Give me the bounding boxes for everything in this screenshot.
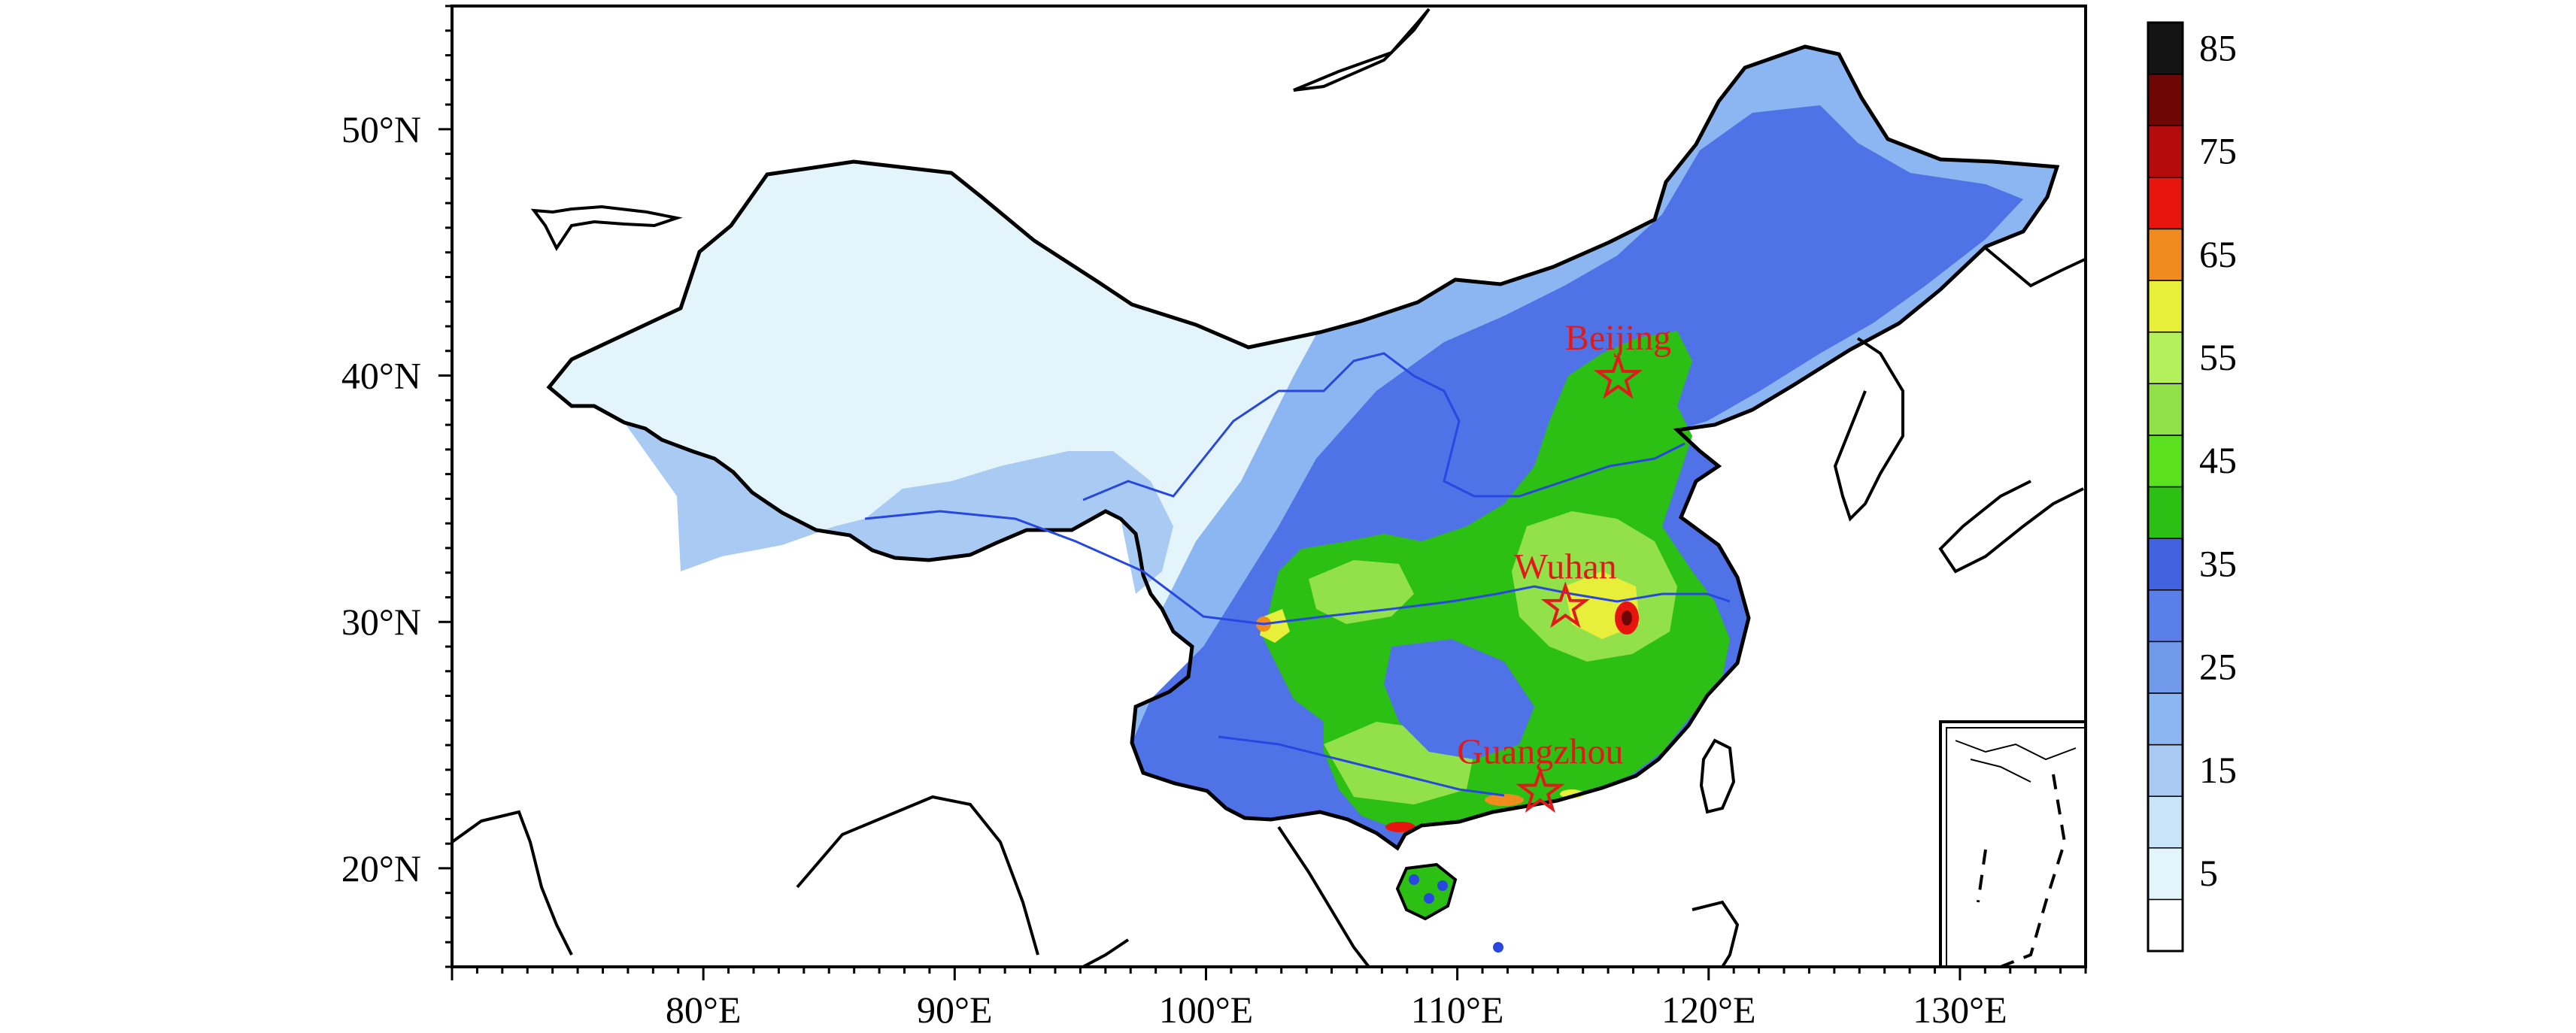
city-star-icon (1540, 581, 1590, 629)
station-dot (1409, 874, 1419, 885)
colorbar-bin (2147, 847, 2183, 901)
south-china-sea-inset (1939, 720, 2086, 967)
colorbar-label: 45 (2199, 439, 2237, 481)
colorbar-bin (2147, 228, 2183, 281)
sakhalin-coast (1293, 8, 1431, 92)
colorbar-bin (2147, 383, 2183, 436)
plot-frame (451, 5, 2087, 968)
colorbar-bin (2147, 280, 2183, 333)
longitude-axis: 80°E 90°E 100°E 110°E 120°E 130°E (451, 967, 2087, 1031)
colorbar-bin (2147, 125, 2183, 178)
field-band-blue-inner (1384, 639, 1534, 759)
pearl-river (1218, 735, 1505, 797)
lake-balkhash (530, 204, 683, 251)
lat-tick-label: 50°N (341, 108, 421, 150)
bay-of-bengal-coast (796, 795, 1039, 956)
colorbar-label: 65 (2199, 233, 2237, 275)
indochina-coast (1082, 825, 1370, 967)
field-band-green (1264, 331, 1730, 835)
colorbar-bin (2147, 486, 2183, 539)
colorbar-label: 85 (2199, 26, 2237, 68)
city-label: Beijing (1565, 318, 1671, 358)
hotspot-anhui-core (1622, 610, 1632, 626)
yellow-river (1082, 352, 1685, 501)
hotspot-guangdong-1 (1385, 822, 1415, 832)
lon-tick-label: 100°E (1159, 989, 1254, 1031)
city-markers: Beijing Wuhan Guangzhou (1457, 318, 1671, 813)
korea-coast (1833, 337, 1904, 522)
field-band-lightgreen-2 (1309, 560, 1414, 624)
colorbar-label: 15 (2199, 749, 2237, 791)
hainan-island (1395, 862, 1458, 921)
field-band-tibet (624, 423, 1173, 594)
lon-tick-label: 120°E (1661, 989, 1756, 1031)
lon-tick-label: 110°E (1411, 989, 1504, 1031)
station-dot (1424, 893, 1434, 904)
lat-tick-label: 20°N (341, 847, 421, 889)
philippines-coast (1692, 900, 1740, 967)
china-outline (546, 44, 2060, 851)
russia-coast (1984, 247, 2086, 288)
lon-tick-label: 90°E (917, 989, 993, 1031)
station-markers (1409, 874, 1503, 953)
colorbar-label: 75 (2199, 130, 2237, 172)
taiwan-outline (1699, 738, 1736, 814)
colorbar-bin (2147, 898, 2183, 952)
latitude-axis: 50°N 40°N 30°N 20°N (341, 5, 452, 968)
colorbar-bin (2147, 331, 2183, 385)
city-label: Guangzhou (1457, 732, 1623, 771)
city-star-icon (1593, 352, 1643, 399)
station-dot (1493, 942, 1503, 953)
station-dot (1437, 880, 1448, 891)
colorbar-bin (2147, 177, 2183, 230)
colorbar: 5 15 25 35 45 55 65 75 85 (2147, 21, 2237, 953)
colorbar-label: 25 (2199, 646, 2237, 688)
colorbar-bin (2147, 73, 2183, 126)
colorbar-bin (2147, 589, 2183, 643)
lat-tick-label: 30°N (341, 601, 421, 643)
colorbar-bin (2147, 22, 2183, 75)
colorbar-label: 35 (2199, 542, 2237, 584)
colorbar-label: 5 (2199, 852, 2218, 894)
lon-tick-label: 130°E (1913, 989, 2007, 1031)
yangtze-river (864, 510, 1731, 626)
colorbar-bin (2147, 692, 2183, 746)
india-coast (452, 810, 573, 956)
japan-coast (1938, 480, 2084, 574)
colorbar-bin (2147, 538, 2183, 591)
colorbar-bin (2147, 744, 2183, 797)
city-star-icon (1516, 766, 1565, 813)
colorbar-label: 55 (2199, 336, 2237, 378)
map-plot-area: Beijing Wuhan Guangzhou (452, 8, 2086, 967)
city-label: Wuhan (1514, 547, 1617, 587)
lat-tick-label: 40°N (341, 355, 421, 397)
field-band-yellow-2 (1260, 609, 1290, 643)
hotspot-guangdong-2 (1485, 794, 1524, 806)
lon-tick-label: 80°E (666, 989, 742, 1031)
colorbar-frame (2147, 21, 2184, 953)
colorbar-bin (2147, 641, 2183, 694)
colorbar-bin (2147, 435, 2183, 488)
colorbar-bin (2147, 795, 2183, 849)
